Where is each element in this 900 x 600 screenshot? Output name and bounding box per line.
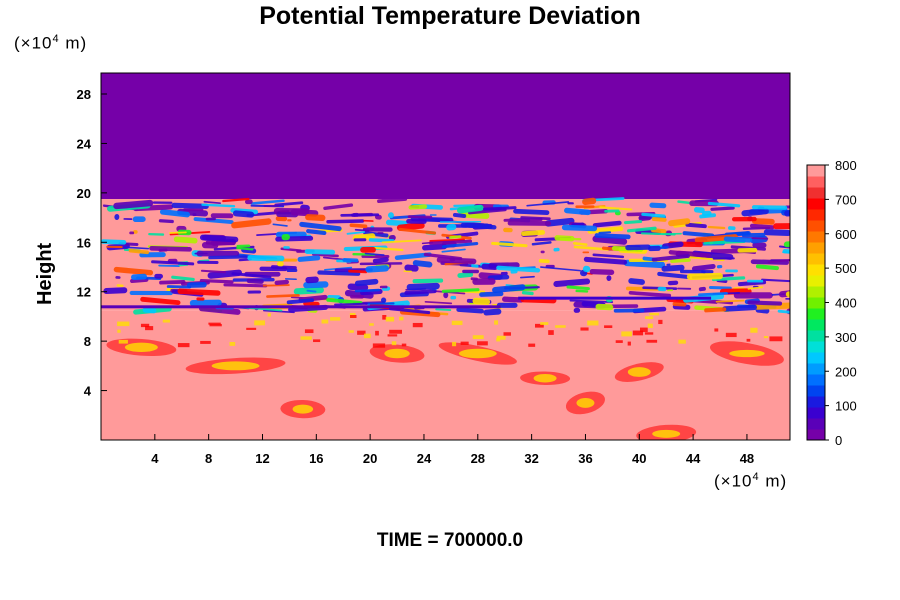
colorbar-tick-label: 300 (835, 330, 857, 345)
colorbar-tick-label: 0 (835, 433, 842, 448)
colorbar-swatch (807, 407, 825, 419)
colorbar-swatch (807, 374, 825, 386)
colorbar-swatch (807, 341, 825, 353)
colorbar-swatch (807, 385, 825, 397)
x-tick-label: 44 (686, 451, 701, 466)
x-tick-label: 32 (524, 451, 538, 466)
colorbar-swatch (807, 187, 825, 199)
lower-blobs (106, 312, 784, 440)
x-unit-prefix: (×10 (714, 471, 753, 491)
colorbar-swatch (807, 220, 825, 232)
colorbar-swatch (807, 209, 825, 221)
dark-band (101, 305, 501, 309)
region-lower (101, 310, 790, 440)
x-tick-label: 4 (151, 451, 159, 466)
y-unit-suffix: m) (59, 33, 88, 53)
colorbar-swatch (807, 275, 825, 287)
y-tick-label: 24 (77, 136, 92, 151)
colorbar-tick-label: 600 (835, 227, 857, 242)
x-unit-suffix: m) (759, 471, 788, 491)
colorbar-swatch (807, 396, 825, 408)
x-tick-label: 36 (578, 451, 592, 466)
x-axis-ticks: 4 8 12 16 20 24 28 32 36 40 44 48 (151, 434, 754, 466)
colorbar-swatch (807, 418, 825, 430)
colorbar-swatch (807, 264, 825, 276)
y-tick-label: 20 (77, 186, 91, 201)
y-tick-label: 28 (77, 87, 91, 102)
x-tick-label: 48 (740, 451, 754, 466)
x-axis-unit: (×104 m) (714, 471, 787, 492)
colorbar-swatch (807, 253, 825, 265)
x-tick-label: 12 (255, 451, 269, 466)
colorbar-tick-label: 500 (835, 261, 857, 276)
dark-band-2 (518, 296, 712, 300)
colorbar-tick-label: 800 (835, 158, 857, 173)
x-tick-label: 8 (205, 451, 212, 466)
colorbar-tick-label: 200 (835, 364, 857, 379)
turbulent-streaks (101, 197, 790, 318)
colorbar-swatch (807, 429, 825, 441)
y-unit-prefix: (×10 (14, 33, 53, 53)
colorbar: 0 100 200 300 400 500 600 700 800 (806, 158, 857, 448)
x-tick-label: 24 (417, 451, 432, 466)
y-unit-exponent: 4 (52, 33, 60, 45)
x-tick-label: 28 (471, 451, 485, 466)
colorbar-swatch (807, 198, 825, 210)
time-label: TIME = 700000.0 (376, 530, 524, 551)
colorbar-tick-label: 100 (835, 399, 857, 414)
colorbar-swatch (807, 231, 825, 243)
x-tick-label: 20 (363, 451, 377, 466)
colorbar-tick-label: 700 (835, 192, 857, 207)
colorbar-tick-label: 400 (835, 296, 857, 311)
colorbar-swatch (807, 352, 825, 364)
y-tick-label: 12 (77, 285, 91, 300)
colorbar-swatch (807, 165, 825, 177)
colorbar-swatch (807, 319, 825, 331)
colorbar-swatch (807, 330, 825, 342)
heatmap-field (101, 73, 790, 440)
chart-title: Potential Temperature Deviation (259, 2, 641, 30)
y-tick-label: 4 (84, 384, 92, 399)
y-axis-ticks: 4 8 12 16 20 24 28 (77, 87, 107, 399)
colorbar-swatch (807, 297, 825, 309)
x-tick-label: 40 (632, 451, 646, 466)
colorbar-swatch (807, 242, 825, 254)
y-axis-unit: (×104 m) (14, 33, 87, 54)
region-upper (101, 73, 790, 200)
y-tick-label: 8 (84, 334, 91, 349)
plot-frame (100, 72, 791, 441)
colorbar-swatch (807, 176, 825, 188)
colorbar-swatch (807, 363, 825, 375)
x-unit-exponent: 4 (752, 471, 760, 483)
y-tick-label: 16 (77, 235, 91, 250)
colorbar-swatch (807, 286, 825, 298)
x-tick-label: 16 (309, 451, 323, 466)
colorbar-swatch (807, 308, 825, 320)
